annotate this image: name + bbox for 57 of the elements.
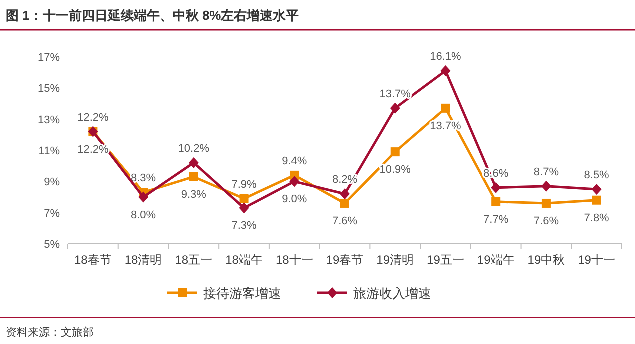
data-label: 16.1%: [430, 51, 462, 64]
point: [340, 188, 350, 200]
data-label: 7.9%: [232, 178, 258, 191]
y-tick-label: 11%: [38, 146, 60, 158]
point: [491, 182, 502, 194]
y-tick-label: 13%: [38, 114, 60, 126]
x-tick-label: 18清明: [124, 253, 162, 267]
data-label: 10.9%: [380, 164, 412, 176]
x-tick-label: 18十一: [276, 253, 314, 267]
point: [592, 196, 602, 205]
point: [340, 198, 350, 208]
y-tick-label: 17%: [38, 52, 60, 64]
x-tick-label: 18五一: [175, 253, 213, 267]
data-label: 8.0%: [131, 209, 156, 222]
x-tick-label: 19中秋: [528, 253, 566, 267]
point: [441, 104, 450, 113]
data-label: 7.7%: [484, 214, 509, 226]
chart-title: 图 1：十一前四日延续端午、中秋 8%左右增速水平: [6, 8, 300, 23]
point: [189, 172, 198, 182]
x-tick-label: 18春节: [74, 253, 112, 267]
data-label: 9.4%: [282, 155, 308, 168]
data-label: 13.7%: [380, 88, 412, 100]
x-tick-label: 19清明: [376, 253, 414, 267]
y-tick-label: 15%: [38, 83, 60, 96]
x-tick-label: 19端午: [477, 253, 515, 267]
y-tick-label: 7%: [44, 208, 60, 220]
point: [542, 198, 551, 208]
data-label: 7.6%: [534, 215, 560, 228]
y-tick-label: 5%: [44, 239, 60, 251]
data-label: 12.2%: [78, 112, 109, 124]
data-label: 7.8%: [584, 212, 610, 224]
point: [492, 197, 501, 206]
point: [390, 102, 400, 114]
point: [290, 176, 300, 188]
data-label: 8.7%: [534, 166, 560, 178]
data-label: 8.5%: [584, 169, 610, 182]
y-tick-label: 9%: [44, 176, 60, 189]
point: [138, 192, 149, 203]
point: [541, 180, 552, 192]
data-label: 7.3%: [232, 220, 258, 232]
x-tick-label: 18端午: [226, 253, 263, 267]
point: [188, 157, 199, 168]
data-label: 7.6%: [332, 215, 358, 228]
data-label: 10.2%: [178, 142, 210, 155]
x-tick-label: 19五一: [427, 253, 464, 267]
legend-label: 接待游客增速: [204, 286, 282, 301]
point: [440, 66, 451, 77]
data-label: 9.0%: [282, 194, 308, 206]
text: 资料来源：文旅部: [6, 326, 94, 339]
point: [240, 194, 249, 204]
legend-label: 旅游收入增速: [354, 286, 432, 301]
point: [592, 184, 602, 195]
point: [239, 202, 250, 214]
x-tick-label: 19春节: [326, 253, 364, 267]
point: [390, 148, 400, 157]
data-label: 9.3%: [181, 188, 207, 201]
x-tick-label: 19十一: [578, 253, 616, 267]
